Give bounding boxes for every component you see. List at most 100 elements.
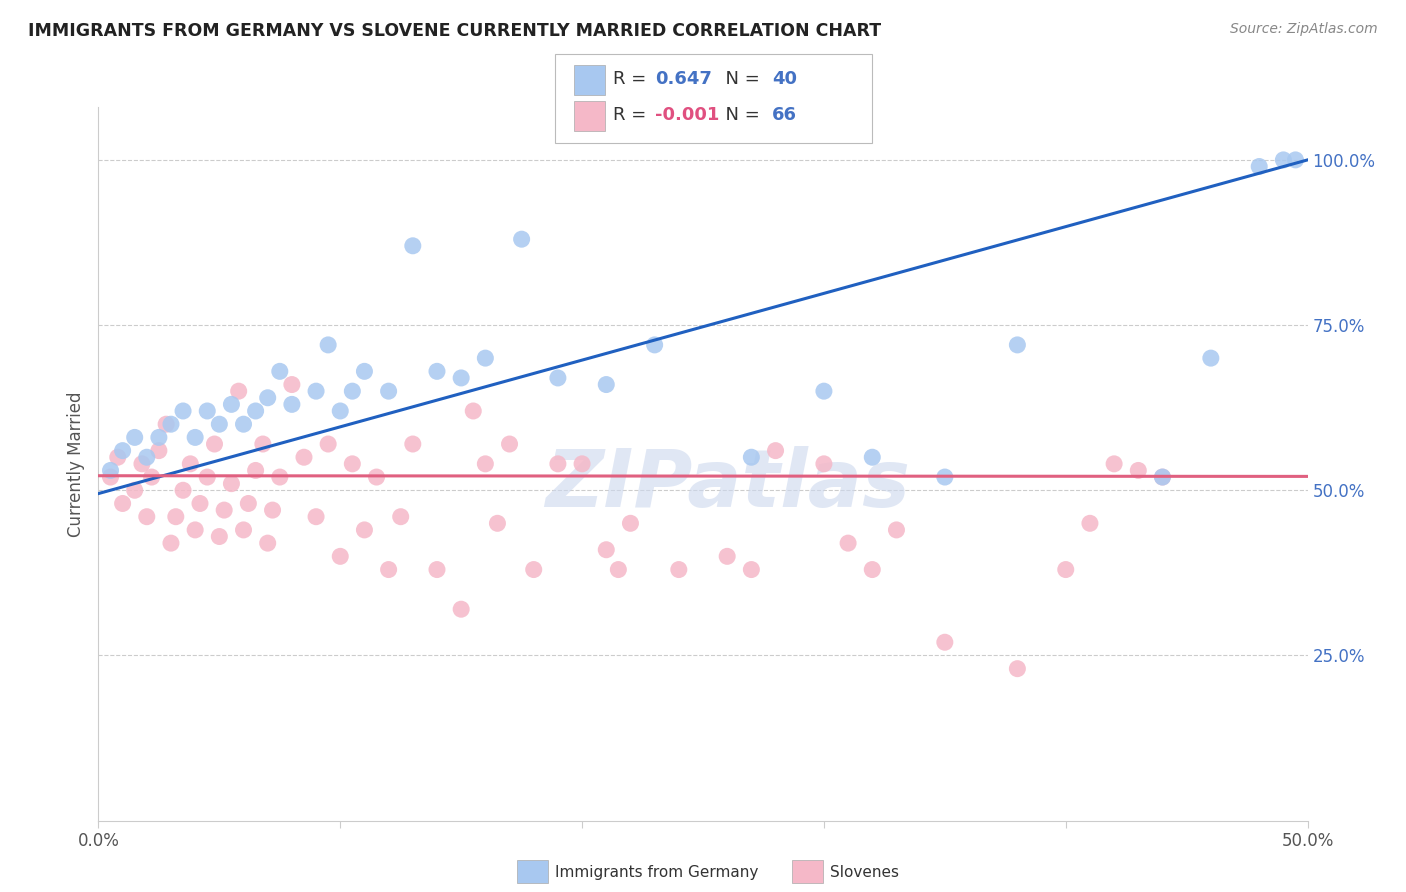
Point (228, 384, 250, 399)
Text: N =: N = (714, 70, 766, 88)
Point (934, 635, 956, 649)
Text: -0.001: -0.001 (655, 106, 720, 124)
Point (212, 503, 235, 517)
Point (221, 397, 243, 411)
Point (208, 417, 231, 432)
Point (100, 470, 122, 484)
Point (155, 417, 177, 432)
Text: Source: ZipAtlas.com: Source: ZipAtlas.com (1230, 22, 1378, 37)
Point (1054, 563, 1077, 577)
Text: IMMIGRANTS FROM GERMANY VS SLOVENE CURRENTLY MARRIED CORRELATION CHART: IMMIGRANTS FROM GERMANY VS SLOVENE CURRE… (28, 22, 882, 40)
Point (238, 496, 260, 510)
Point (245, 404, 267, 418)
Point (860, 563, 883, 577)
Point (269, 470, 291, 484)
Point (195, 470, 218, 484)
Point (188, 496, 211, 510)
Text: Immigrants from Germany: Immigrants from Germany (555, 865, 759, 880)
Point (450, 371, 472, 385)
Point (474, 351, 496, 365)
Point (1284, 153, 1306, 167)
Point (160, 536, 183, 550)
Point (1152, 470, 1174, 484)
Point (245, 463, 267, 477)
Point (1007, 662, 1029, 676)
Point (221, 476, 243, 491)
Point (135, 509, 157, 524)
Point (148, 443, 170, 458)
Point (184, 430, 207, 444)
Point (141, 470, 163, 484)
Point (329, 549, 352, 564)
Point (342, 457, 364, 471)
Point (765, 443, 787, 458)
Text: Slovenes: Slovenes (830, 865, 898, 880)
Point (450, 602, 472, 616)
Point (262, 503, 284, 517)
Point (1152, 470, 1174, 484)
Point (208, 529, 231, 543)
Point (668, 563, 690, 577)
Point (547, 457, 569, 471)
Point (160, 417, 183, 432)
Text: ZIPatlas: ZIPatlas (544, 446, 910, 524)
Point (426, 364, 449, 378)
Point (740, 450, 762, 465)
Point (111, 443, 134, 458)
Point (595, 377, 617, 392)
Point (644, 338, 666, 352)
Text: 40: 40 (772, 70, 797, 88)
Point (1078, 516, 1101, 531)
Point (184, 523, 207, 537)
Point (107, 450, 129, 465)
Point (402, 239, 425, 253)
Point (204, 437, 226, 451)
Point (316, 437, 339, 451)
Point (281, 397, 304, 411)
Point (232, 523, 254, 537)
Point (366, 470, 388, 484)
Point (124, 483, 146, 498)
Point (165, 509, 187, 524)
Point (474, 457, 496, 471)
Point (195, 404, 218, 418)
Point (232, 417, 254, 432)
Point (179, 457, 201, 471)
Text: R =: R = (613, 106, 652, 124)
Point (256, 536, 278, 550)
Point (124, 430, 146, 444)
Text: 0.647: 0.647 (655, 70, 711, 88)
Point (510, 232, 533, 246)
Point (1007, 338, 1029, 352)
Point (148, 430, 170, 444)
Point (595, 542, 617, 557)
Point (934, 470, 956, 484)
Point (426, 563, 449, 577)
Point (860, 450, 883, 465)
Point (1199, 351, 1222, 365)
Point (1102, 457, 1125, 471)
Point (135, 450, 157, 465)
Point (131, 457, 153, 471)
Point (172, 404, 194, 418)
Point (353, 364, 375, 378)
Point (740, 563, 762, 577)
Y-axis label: Currently Married: Currently Married (67, 391, 86, 537)
Point (619, 516, 641, 531)
Point (402, 437, 425, 451)
Point (316, 338, 339, 352)
Point (389, 509, 412, 524)
Point (342, 384, 364, 399)
Point (607, 563, 630, 577)
Point (111, 496, 134, 510)
Point (547, 371, 569, 385)
Text: R =: R = (613, 70, 652, 88)
Point (353, 523, 375, 537)
Point (329, 404, 352, 418)
Point (377, 384, 399, 399)
Point (463, 404, 485, 418)
Point (1128, 463, 1150, 477)
Point (498, 437, 520, 451)
Text: 66: 66 (772, 106, 797, 124)
Point (1249, 160, 1271, 174)
